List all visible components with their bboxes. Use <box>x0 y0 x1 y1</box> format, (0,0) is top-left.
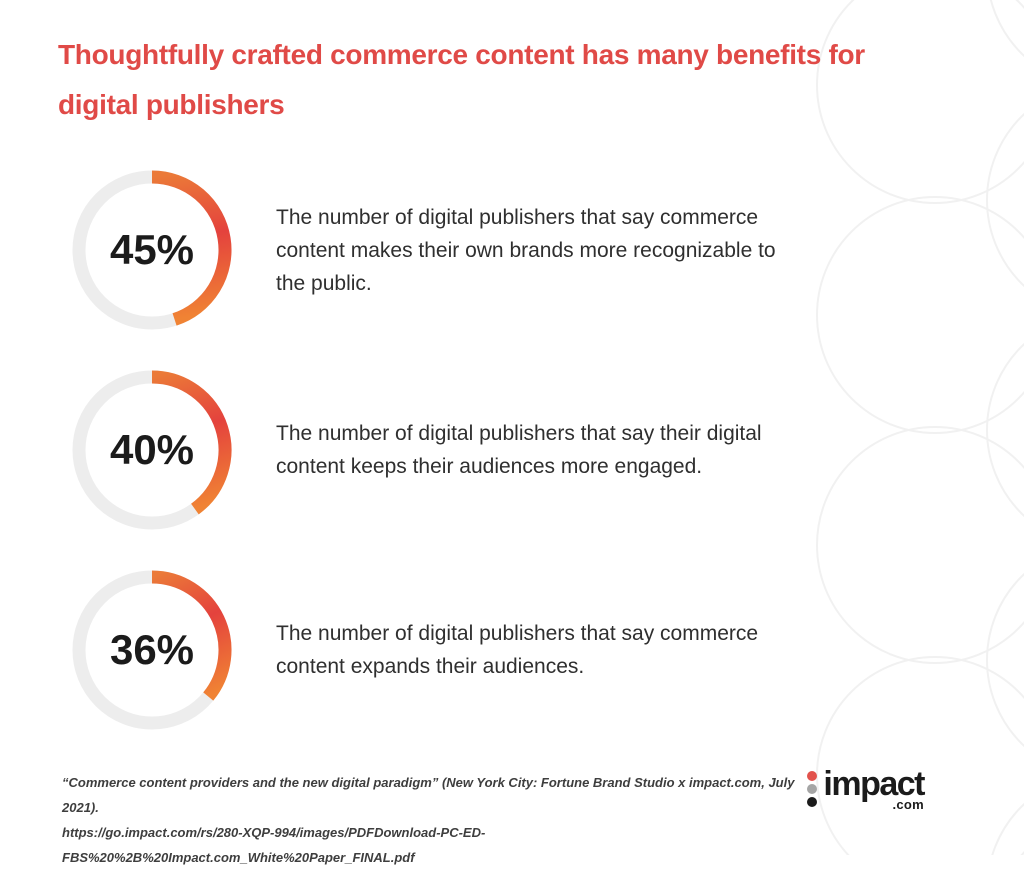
donut-percent-label: 36% <box>109 626 195 673</box>
stat-description-line: content expands their audiences. <box>276 655 585 678</box>
header: Thoughtfully crafted commerce content ha… <box>0 0 1024 130</box>
impact-logo-suffix: .com <box>892 797 924 812</box>
impact-logo-text: impact .com <box>823 765 925 812</box>
stat-description-line: content makes their own brands more reco… <box>276 238 776 262</box>
donut-percent-label: 45% <box>109 226 195 273</box>
donut-chart-45: 45% <box>72 170 232 330</box>
page-title-line-1: Thoughtfully crafted commerce content ha… <box>58 39 865 70</box>
donut-chart-40: 40% <box>72 370 232 530</box>
logo-dot-icon <box>807 796 818 807</box>
donut-arc <box>151 370 232 515</box>
citation-url: https://go.impact.com/rs/280-XQP-994/ima… <box>62 825 486 865</box>
logo-dot-icon <box>807 770 818 781</box>
stat-description: The number of digital publishers that sa… <box>276 201 776 300</box>
impact-logo: impact .com <box>807 765 925 812</box>
stat-description: The number of digital publishers that sa… <box>276 617 758 683</box>
donut-chart-36: 36% <box>72 570 232 730</box>
page-title-line-2: digital publishers <box>58 89 285 120</box>
citation-text: “Commerce content providers and the new … <box>62 775 795 815</box>
donut-arc <box>151 170 232 326</box>
stat-description-line: content keeps their audiences more engag… <box>276 455 703 478</box>
donut-arc <box>151 570 232 701</box>
footer: “Commerce content providers and the new … <box>62 765 925 870</box>
infographic: Thoughtfully crafted commerce content ha… <box>0 0 1024 730</box>
stat-row: 36% The number of digital publishers that… <box>72 570 1024 730</box>
stat-description: The number of digital publishers that sa… <box>276 417 762 483</box>
stats-list: 45% The number of digital publishers that… <box>0 170 1024 730</box>
donut-percent-label: 40% <box>109 426 195 473</box>
impact-logo-dots-icon <box>807 770 818 810</box>
stat-row: 45% The number of digital publishers that… <box>72 170 1024 330</box>
citation: “Commerce content providers and the new … <box>62 770 807 870</box>
stat-description-line: the public. <box>276 271 372 295</box>
page-title: Thoughtfully crafted commerce content ha… <box>58 30 966 130</box>
stat-description-line: The number of digital publishers that sa… <box>276 622 759 645</box>
stat-description-line: The number of digital publishers that sa… <box>276 205 759 229</box>
logo-dot-icon <box>807 783 818 794</box>
stat-description-line: The number of digital publishers that sa… <box>276 422 762 445</box>
impact-wordmark: impact <box>823 765 925 803</box>
stat-row: 40% The number of digital publishers that… <box>72 370 1024 530</box>
